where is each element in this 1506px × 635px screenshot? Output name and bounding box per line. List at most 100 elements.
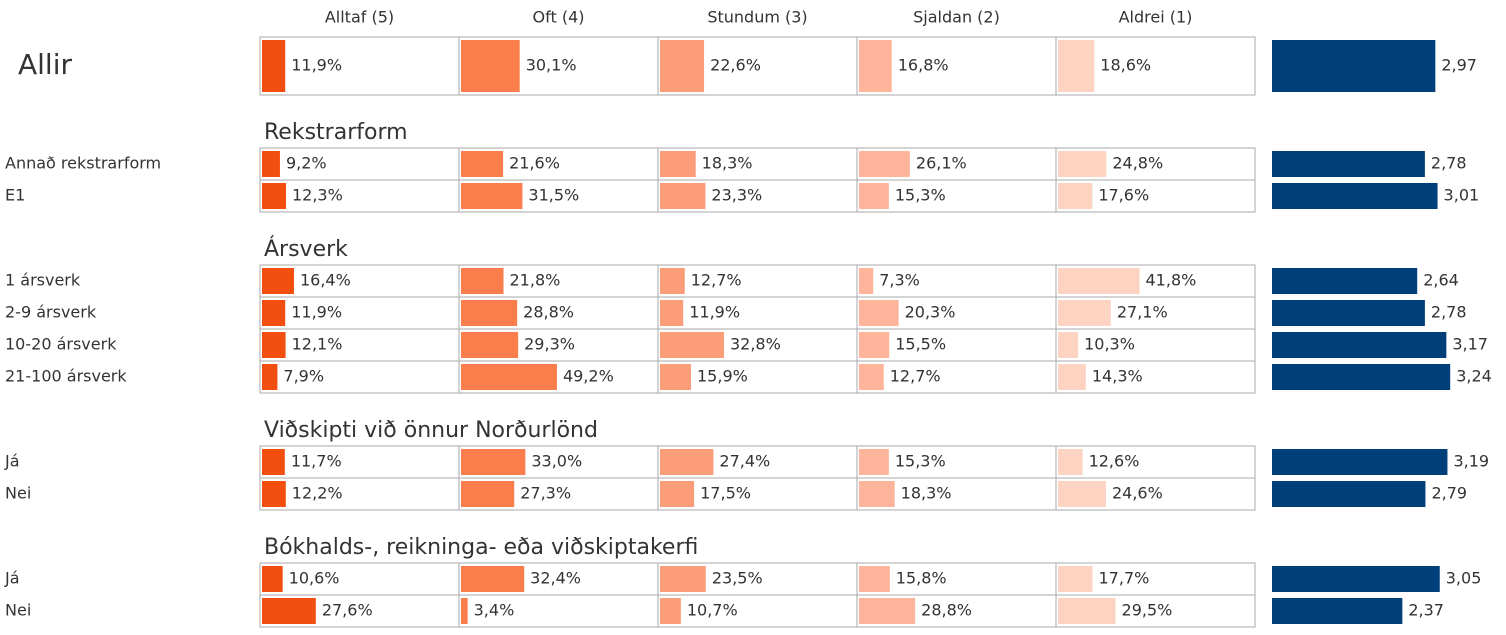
- bar: [660, 151, 696, 177]
- value-label: 11,9%: [291, 56, 342, 75]
- mean-label: 2,78: [1431, 154, 1467, 173]
- bar: [859, 40, 892, 92]
- row-box: [259, 36, 1256, 96]
- bar: [1058, 151, 1107, 177]
- mean-label: 3,17: [1452, 335, 1488, 354]
- bar: [461, 268, 504, 294]
- column-header: Alltaf (5): [325, 8, 394, 27]
- bar: [461, 364, 557, 390]
- value-label: 32,4%: [530, 569, 581, 588]
- row-box: [259, 477, 1256, 511]
- bar: [461, 481, 515, 507]
- value-label: 17,6%: [1098, 186, 1149, 205]
- bar: [859, 449, 889, 475]
- value-label: 17,5%: [700, 484, 751, 503]
- value-label: 27,6%: [322, 601, 373, 620]
- mean-label: 2,78: [1431, 303, 1467, 322]
- bar: [262, 151, 280, 177]
- group-title: Rekstrarform: [264, 120, 408, 145]
- column-header: Sjaldan (2): [913, 8, 1000, 27]
- bar: [859, 364, 884, 390]
- mean-label: 3,24: [1456, 367, 1492, 386]
- value-label: 7,3%: [879, 271, 920, 290]
- value-label: 14,3%: [1092, 367, 1143, 386]
- mean-bar: [1272, 183, 1438, 209]
- value-label: 21,8%: [510, 271, 561, 290]
- mean-bar: [1272, 151, 1425, 177]
- value-label: 10,6%: [289, 569, 340, 588]
- value-label: 11,7%: [291, 452, 342, 471]
- value-label: 27,4%: [719, 452, 770, 471]
- bar: [262, 332, 286, 358]
- bar: [660, 268, 685, 294]
- bar: [262, 183, 286, 209]
- bar: [660, 566, 706, 592]
- value-label: 10,7%: [687, 601, 738, 620]
- bar: [660, 481, 695, 507]
- mean-label: 2,97: [1441, 56, 1477, 75]
- row-box: [259, 179, 1256, 213]
- value-label: 18,3%: [901, 484, 952, 503]
- value-label: 3,4%: [474, 601, 515, 620]
- value-label: 49,2%: [563, 367, 614, 386]
- value-label: 30,1%: [526, 56, 577, 75]
- group-title: Ársverk: [264, 236, 348, 262]
- bar: [1058, 598, 1116, 624]
- value-label: 23,5%: [712, 569, 763, 588]
- value-label: 22,6%: [710, 56, 761, 75]
- bar: [859, 268, 874, 294]
- bar: [262, 566, 283, 592]
- bar: [660, 40, 705, 92]
- value-label: 16,8%: [898, 56, 949, 75]
- row-label: Já: [4, 452, 20, 471]
- bar: [660, 183, 706, 209]
- row-label: Nei: [5, 484, 31, 503]
- bar: [1058, 566, 1093, 592]
- value-label: 29,3%: [524, 335, 575, 354]
- bar: [859, 598, 916, 624]
- bar: [461, 151, 504, 177]
- value-label: 21,6%: [509, 154, 560, 173]
- bar: [859, 151, 910, 177]
- bar: [1058, 332, 1079, 358]
- value-label: 32,8%: [730, 335, 781, 354]
- mean-label: 3,05: [1446, 569, 1482, 588]
- bar: [660, 364, 692, 390]
- value-label: 12,3%: [292, 186, 343, 205]
- bar: [461, 598, 468, 624]
- column-header: Aldrei (1): [1119, 8, 1193, 27]
- bar: [461, 300, 518, 326]
- value-label: 10,3%: [1084, 335, 1135, 354]
- value-label: 16,4%: [300, 271, 351, 290]
- value-label: 12,6%: [1089, 452, 1140, 471]
- mean-bar: [1272, 40, 1436, 92]
- row-label: E1: [5, 186, 25, 205]
- value-label: 41,8%: [1146, 271, 1197, 290]
- value-label: 24,6%: [1112, 484, 1163, 503]
- bar: [859, 300, 899, 326]
- mean-label: 3,19: [1453, 452, 1489, 471]
- row-label: 21-100 ársverk: [5, 367, 127, 386]
- value-label: 31,5%: [528, 186, 579, 205]
- value-label: 33,0%: [531, 452, 582, 471]
- bar: [859, 566, 890, 592]
- value-label: 28,8%: [921, 601, 972, 620]
- mean-bar: [1272, 598, 1403, 624]
- bar: [660, 332, 724, 358]
- bar: [262, 40, 286, 92]
- value-label: 18,6%: [1100, 56, 1151, 75]
- value-label: 15,8%: [896, 569, 947, 588]
- bar: [1058, 481, 1106, 507]
- row-label: 1 ársverk: [5, 271, 81, 290]
- bar: [1058, 268, 1140, 294]
- value-label: 15,5%: [895, 335, 946, 354]
- value-label: 26,1%: [916, 154, 967, 173]
- value-label: 7,9%: [283, 367, 324, 386]
- group-title: Viðskipti við önnur Norðurlönd: [264, 418, 598, 443]
- value-label: 12,7%: [691, 271, 742, 290]
- row-label: 2-9 ársverk: [5, 303, 97, 322]
- value-label: 23,3%: [711, 186, 762, 205]
- bar: [262, 364, 278, 390]
- group-title: Bókhalds-, reikninga- eða viðskiptakerfi: [264, 535, 698, 560]
